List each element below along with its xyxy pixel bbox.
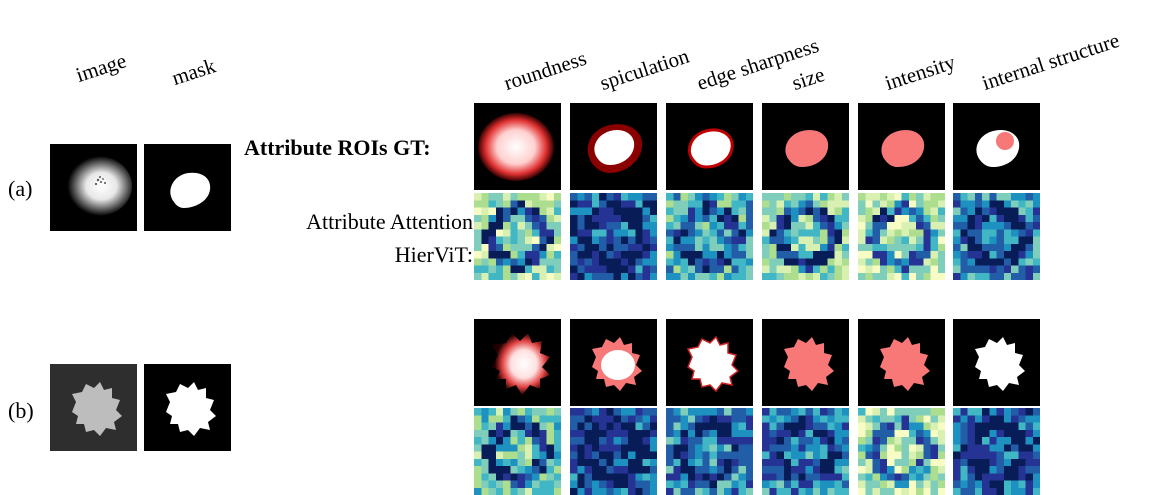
attention-a-intensity — [858, 193, 945, 280]
image-b — [50, 364, 137, 451]
attention-b-roundness — [474, 408, 561, 495]
row-label-a: (a) — [8, 176, 33, 201]
gt-b-roundness — [474, 319, 561, 406]
attention-a-roundness — [474, 193, 561, 280]
header-size: size — [788, 62, 828, 95]
gt-b-internal-structure — [953, 319, 1040, 406]
attention-label-line2: HierViT: — [394, 242, 473, 267]
gt-a-intensity — [858, 103, 945, 190]
gt-b-spiculation — [570, 319, 657, 406]
header-internal-structure: internal structure — [978, 27, 1123, 95]
header-intensity: intensity — [881, 49, 959, 95]
header-roundness: roundness — [500, 45, 590, 95]
gt-b-size — [762, 319, 849, 406]
attention-a-size — [762, 193, 849, 280]
header-image: image — [72, 48, 130, 87]
gt-a-edge-sharpness — [666, 103, 753, 190]
attention-a-internal-structure — [953, 193, 1040, 280]
header-spiculation: spiculation — [596, 43, 692, 95]
attention-b-size — [762, 408, 849, 495]
mask-a — [144, 144, 231, 231]
row-label-b: (b) — [8, 398, 34, 423]
attention-a-spiculation — [570, 193, 657, 280]
attention-b-intensity — [858, 408, 945, 495]
gt-a-size — [762, 103, 849, 190]
gt-a-internal-structure — [953, 103, 1040, 190]
gt-label: Attribute ROIs GT: — [244, 135, 431, 160]
attention-b-edge-sharpness — [666, 408, 753, 495]
gt-a-spiculation — [570, 103, 657, 190]
gt-a-roundness — [474, 103, 561, 190]
attention-b-spiculation — [570, 408, 657, 495]
gt-b-intensity — [858, 319, 945, 406]
attention-b-internal-structure — [953, 408, 1040, 495]
attention-a-edge-sharpness — [666, 193, 753, 280]
attention-label-line1: Attribute Attention — [306, 209, 473, 234]
gt-b-edge-sharpness — [666, 319, 753, 406]
attention-label: Attribute Attention HierViT: — [306, 205, 473, 271]
image-a — [50, 144, 137, 231]
header-mask: mask — [168, 53, 219, 90]
mask-b — [144, 364, 231, 451]
